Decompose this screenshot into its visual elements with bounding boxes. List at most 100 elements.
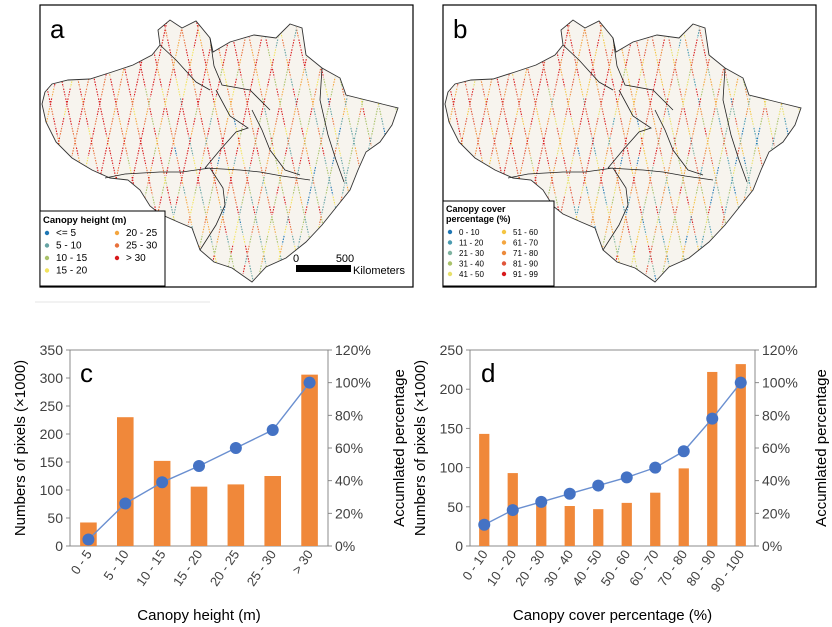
map-track-segment bbox=[439, 89, 441, 97]
map-track-segment bbox=[632, 176, 635, 186]
map-track-segment bbox=[666, 167, 670, 176]
map-track-segment bbox=[437, 20, 439, 28]
map-track-segment bbox=[515, 88, 519, 98]
map-track-segment bbox=[672, 216, 676, 225]
map-track-segment bbox=[13, 118, 15, 126]
map-track-segment bbox=[87, 127, 91, 137]
map-track-segment bbox=[587, 78, 591, 88]
bar-3 bbox=[153, 460, 171, 546]
map-track-segment bbox=[598, 29, 602, 39]
map-track-segment bbox=[29, 118, 31, 126]
map-track-segment bbox=[702, 78, 706, 88]
map-track-segment bbox=[674, 206, 678, 215]
map-track-segment bbox=[482, 88, 486, 98]
map-track-segment bbox=[748, 167, 752, 176]
map-track-segment bbox=[104, 147, 108, 156]
map-track-segment bbox=[478, 127, 482, 137]
map-track-segment bbox=[249, 157, 253, 166]
cumulative-point-7 bbox=[649, 461, 662, 474]
map-track-segment bbox=[224, 196, 228, 206]
map-track-segment bbox=[645, 39, 649, 48]
map-track-segment bbox=[172, 137, 176, 147]
map-track-segment bbox=[699, 245, 702, 255]
map-track-segment bbox=[311, 176, 314, 186]
map-track-segment bbox=[552, 108, 556, 117]
map-track-segment bbox=[583, 98, 587, 107]
map-track-segment bbox=[293, 108, 297, 117]
map-track-segment bbox=[245, 98, 249, 107]
map-track-segment bbox=[327, 176, 331, 186]
map-track-segment bbox=[157, 68, 161, 78]
map-track-segment bbox=[548, 167, 552, 176]
map-track-segment bbox=[684, 235, 688, 245]
map-track-segment bbox=[647, 245, 651, 255]
map-track-segment bbox=[662, 186, 666, 196]
map-track-segment bbox=[590, 58, 594, 68]
map-track-segment bbox=[633, 245, 637, 255]
map-track-segment bbox=[546, 117, 550, 127]
map-track-segment bbox=[183, 39, 187, 48]
y-tick-label: 50 bbox=[47, 510, 63, 526]
map-track-segment bbox=[439, 10, 441, 18]
map-track-segment bbox=[267, 225, 271, 235]
map-track-segment bbox=[301, 147, 304, 156]
map-track-segment bbox=[21, 79, 23, 87]
map-track-segment bbox=[270, 137, 274, 147]
map-track-segment bbox=[662, 88, 666, 98]
map-track-segment bbox=[264, 186, 268, 196]
map-track-segment bbox=[759, 117, 763, 127]
map-track-segment bbox=[346, 108, 349, 117]
y2-tick-label: 20% bbox=[335, 505, 363, 521]
map-track-segment bbox=[228, 245, 232, 255]
map-track-segment bbox=[613, 186, 617, 196]
map-track-segment bbox=[694, 39, 698, 48]
map-track-segment bbox=[712, 88, 715, 98]
map-track-segment bbox=[162, 108, 165, 117]
map-track-segment bbox=[480, 78, 484, 88]
map-track-segment bbox=[161, 88, 165, 98]
map-track-segment bbox=[694, 157, 698, 166]
map-track-segment bbox=[422, 89, 424, 97]
map-track-segment bbox=[234, 196, 238, 206]
bar-7 bbox=[301, 374, 318, 546]
map-track-segment bbox=[224, 78, 228, 88]
map-track-segment bbox=[24, 69, 26, 77]
map-track-segment bbox=[425, 226, 427, 234]
map-track-segment bbox=[217, 117, 220, 127]
map-track-segment bbox=[84, 88, 88, 98]
map-track-segment bbox=[550, 176, 553, 186]
map-track-segment bbox=[149, 108, 153, 117]
map-track-segment bbox=[436, 177, 438, 185]
map-track-segment bbox=[182, 108, 185, 117]
map-track-segment bbox=[786, 127, 790, 137]
map-track-segment bbox=[621, 49, 625, 58]
map-track-segment bbox=[528, 147, 531, 156]
map-track-segment bbox=[744, 186, 748, 196]
map-track-segment bbox=[104, 127, 108, 137]
map-track-segment bbox=[687, 49, 690, 58]
map-track-segment bbox=[632, 98, 636, 107]
map-track-segment bbox=[610, 225, 614, 235]
map-track-segment bbox=[318, 68, 322, 78]
map-track-segment bbox=[639, 58, 643, 68]
y2-tick-label: 60% bbox=[335, 440, 363, 456]
map-land-background bbox=[42, 20, 398, 282]
map-track-segment bbox=[625, 206, 629, 215]
map-track-segment bbox=[474, 147, 478, 156]
map-track-segment bbox=[177, 39, 180, 48]
map-track-segment bbox=[697, 98, 701, 107]
map-track-segment bbox=[92, 127, 96, 137]
map-track-segment bbox=[163, 176, 167, 186]
map-track-segment bbox=[276, 108, 280, 117]
map-track-segment bbox=[301, 127, 305, 137]
map-track-segment bbox=[145, 108, 149, 117]
map-track-segment bbox=[114, 98, 118, 107]
x-axis-title: Canopy height (m) bbox=[137, 607, 260, 624]
map-track-segment bbox=[266, 196, 270, 206]
map-track-segment bbox=[704, 147, 707, 156]
map-track-segment bbox=[560, 68, 564, 78]
map-track-segment bbox=[511, 147, 515, 156]
map-track-segment bbox=[701, 157, 705, 166]
map-track-segment bbox=[519, 167, 523, 176]
map-track-segment bbox=[653, 196, 657, 206]
